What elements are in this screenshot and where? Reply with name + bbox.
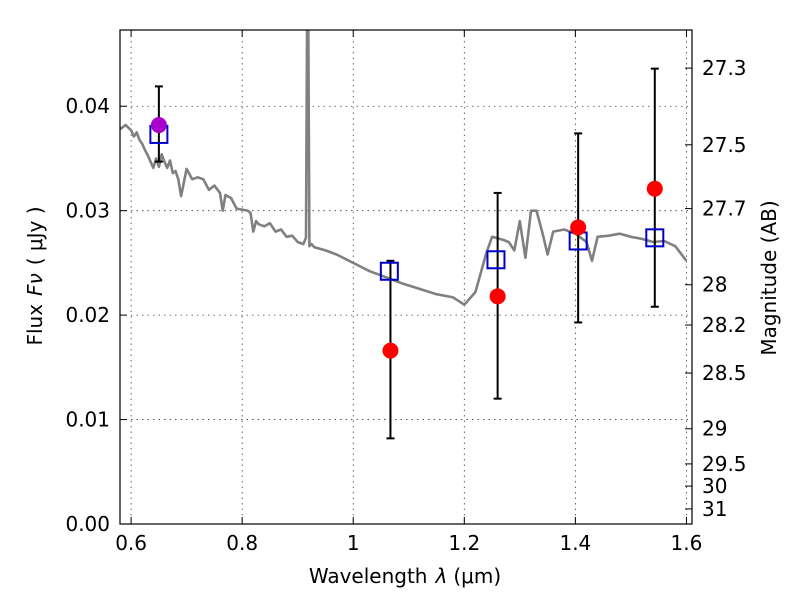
model-flux-square — [379, 261, 399, 281]
error-bars-layer — [154, 67, 659, 440]
markers-layer — [149, 117, 665, 359]
x-tick-label: 1 — [347, 531, 360, 555]
mag-tick-label: 27.7 — [702, 197, 747, 221]
model-flux-square — [486, 250, 506, 270]
observed-flux-point — [489, 288, 506, 305]
plot-frame — [119, 29, 693, 525]
y-axis-label: FluxFν( μJy ) — [23, 206, 47, 345]
x-tick-label: 0.8 — [226, 531, 258, 555]
axes-layer: 0.6 0.8 1 1.2 1.4 1.6 0.00 0.01 0.02 0.03 0.04 27.3… — [65, 30, 747, 555]
observed-flux-point — [382, 342, 399, 359]
mag-tick-label: 27.5 — [702, 133, 747, 157]
mag-tick-label: 28.2 — [702, 313, 747, 337]
grid-lines — [120, 30, 692, 524]
mag-tick-label: 31 — [702, 497, 727, 521]
model-sed-layer — [120, 30, 688, 307]
observed-flux-point — [646, 180, 663, 197]
y-tick-label: 0.02 — [65, 303, 110, 327]
observed-flux-point — [150, 117, 167, 134]
y-tick-label: 0.04 — [65, 94, 110, 118]
mag-tick-label: 30 — [702, 474, 727, 498]
y2-axis-label: Magnitude (AB) — [757, 200, 781, 355]
observed-flux-point — [570, 219, 587, 236]
y-tick-label: 0.01 — [65, 408, 110, 432]
x-tick-label: 1.2 — [448, 531, 480, 555]
mag-tick-label: 29 — [702, 417, 727, 441]
model-flux-square — [645, 228, 665, 248]
mag-tick-label: 27.3 — [702, 56, 747, 80]
x-tick-label: 1.4 — [559, 531, 591, 555]
mag-tick-label: 28 — [702, 273, 727, 297]
y-tick-label: 0.00 — [65, 512, 110, 536]
mag-tick-label: 29.5 — [702, 452, 747, 476]
x-tick-label: 1.6 — [671, 531, 703, 555]
x-axis-label: Wavelength λ (μm) — [309, 564, 501, 588]
y-tick-label: 0.03 — [65, 199, 110, 223]
mag-tick-label: 28.5 — [702, 361, 747, 385]
x-tick-label: 0.6 — [115, 531, 147, 555]
model-sed-line — [120, 30, 688, 307]
